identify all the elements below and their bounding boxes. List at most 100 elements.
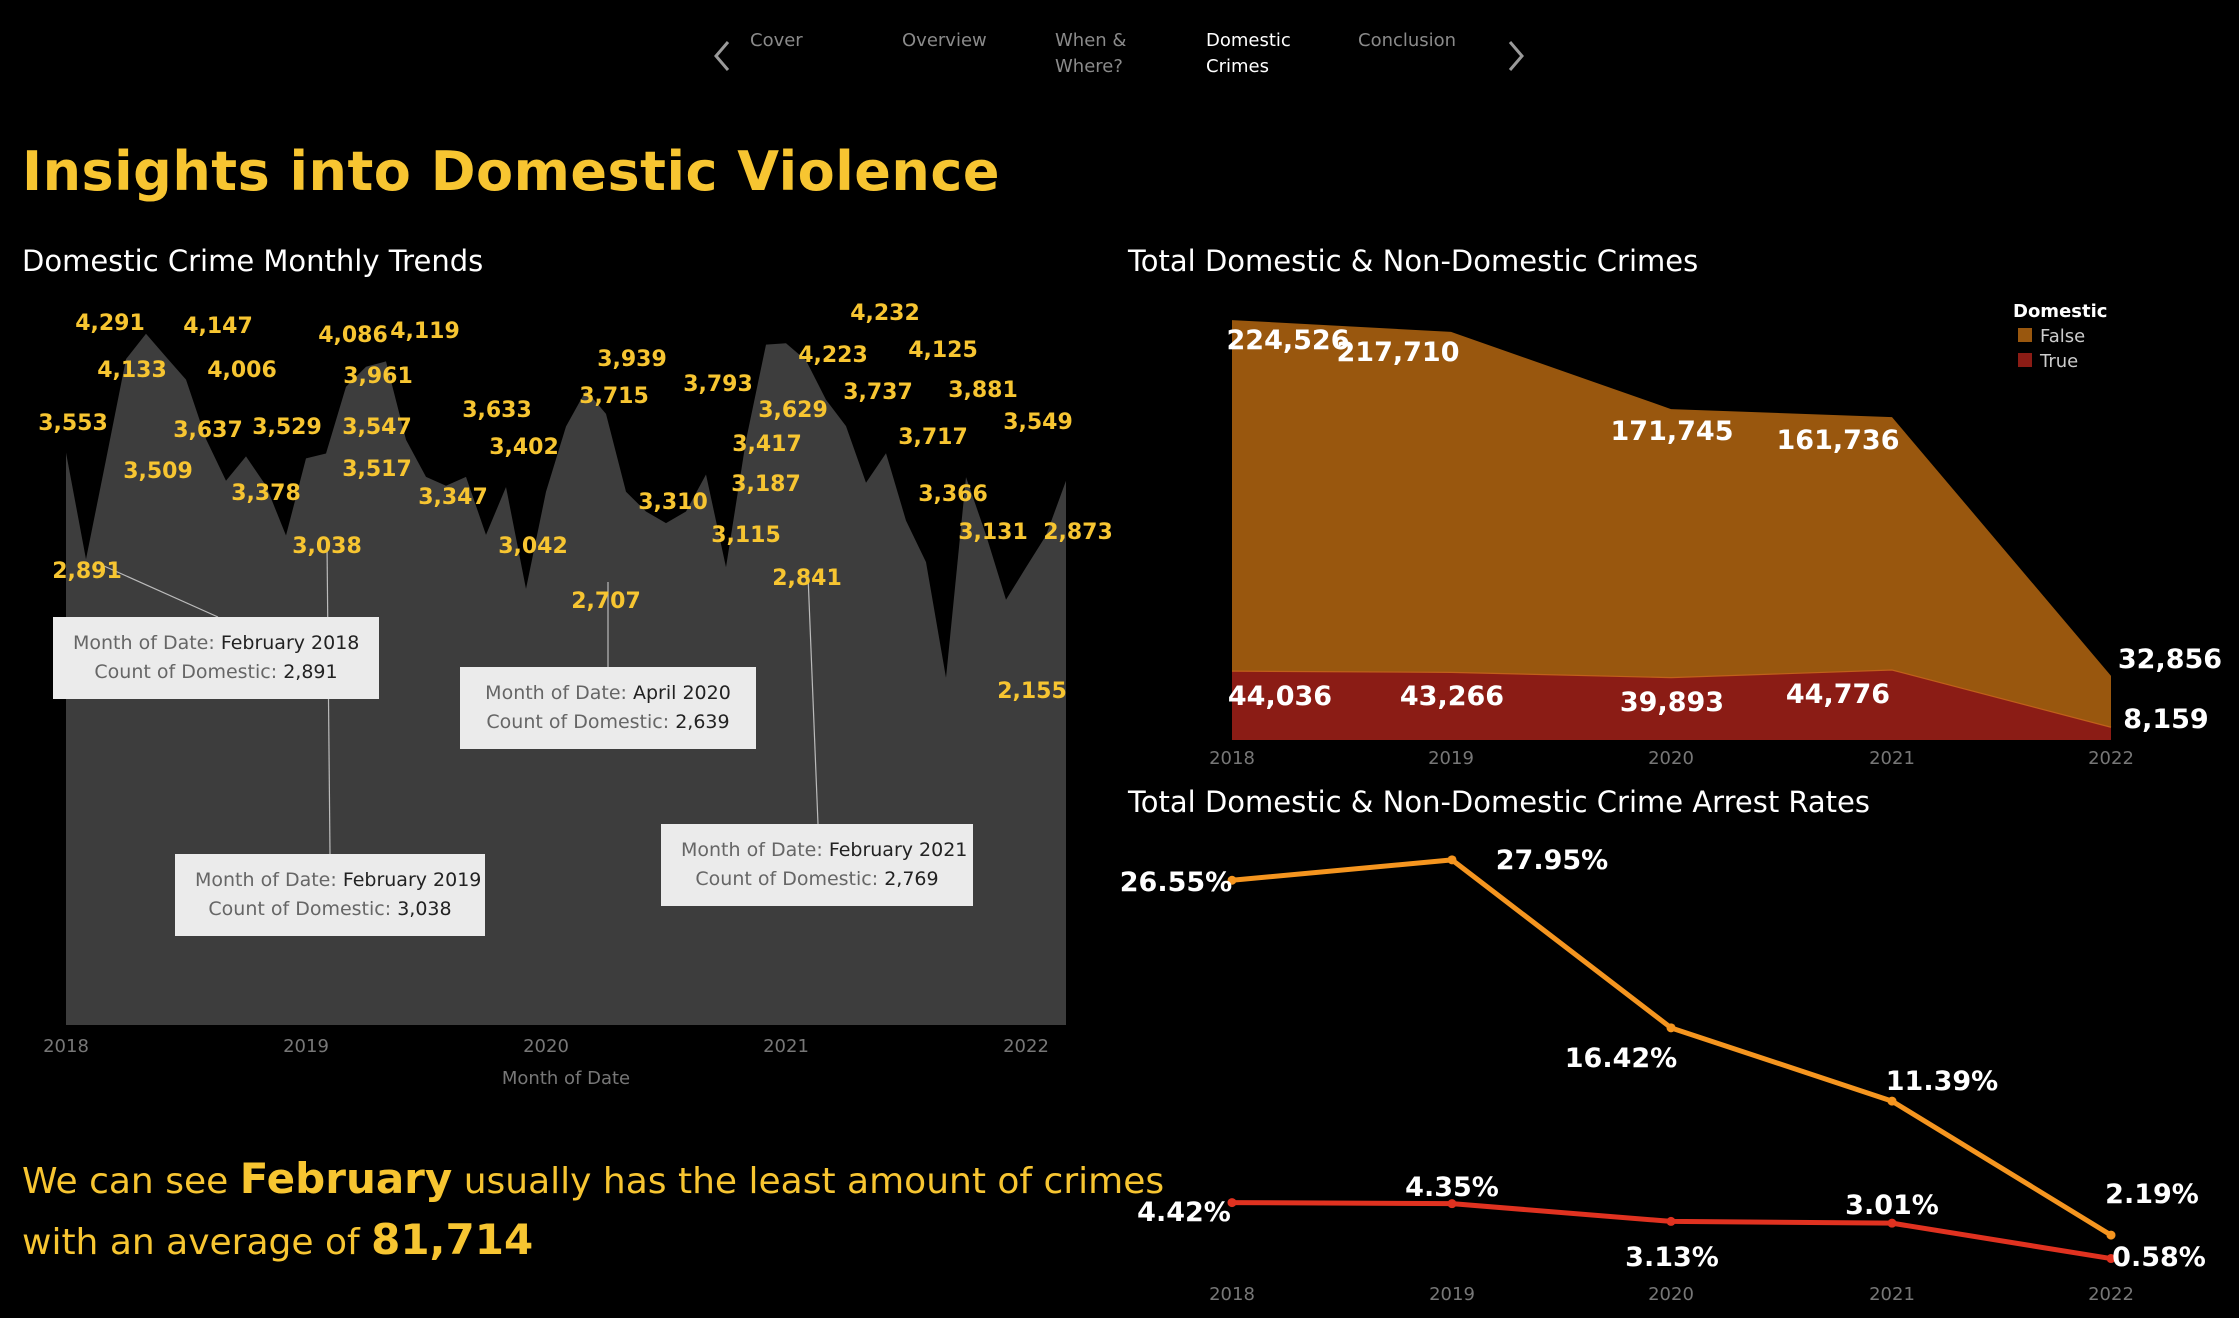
- data-label: 3,793: [683, 372, 753, 397]
- nav-tab-overview[interactable]: Overview: [902, 30, 987, 51]
- x-tick-label: 2019: [1429, 1284, 1475, 1305]
- domestic-area: [1232, 669, 2111, 740]
- data-label: 3,347: [418, 485, 488, 510]
- data-label: 3,042: [498, 534, 568, 559]
- tooltip-april-2020: Month of Date: April 2020 Count of Domes…: [460, 667, 756, 749]
- non-domestic-value-label: 217,710: [1337, 337, 1460, 368]
- arrest-rate-label: 4.42%: [1137, 1197, 1231, 1228]
- x-tick-label: 2019: [1428, 748, 1474, 769]
- data-label: 3,131: [958, 520, 1028, 545]
- arrest-rate-point: [1887, 1096, 1897, 1106]
- arrest-rate-label: 3.13%: [1625, 1242, 1719, 1273]
- arrest-rate-point: [1447, 1199, 1457, 1209]
- x-tick-label: 2020: [1648, 748, 1694, 769]
- page-title: Insights into Domestic Violence: [22, 140, 1000, 203]
- domestic-boundary-line: [1231, 669, 2112, 728]
- data-label: 3,366: [918, 482, 988, 507]
- previous-arrow-icon[interactable]: [700, 34, 744, 78]
- non-domestic-value-label: 171,745: [1611, 416, 1734, 447]
- arrest-rate-label: 27.95%: [1496, 845, 1608, 876]
- data-label: 3,038: [292, 534, 362, 559]
- data-label: 4,291: [75, 311, 145, 336]
- data-label: 3,939: [597, 347, 667, 372]
- data-label: 3,378: [231, 481, 301, 506]
- arrest-rate-label: 16.42%: [1565, 1043, 1677, 1074]
- domestic-value-label: 44,776: [1786, 679, 1890, 710]
- domestic-value-label: 8,159: [2123, 704, 2208, 735]
- arrest-rate-point: [1227, 1198, 1237, 1208]
- x-tick-label: 2018: [43, 1036, 89, 1057]
- data-label: 3,310: [638, 490, 708, 515]
- x-tick-label: 2019: [283, 1036, 329, 1057]
- legend-swatch-true: [2018, 353, 2032, 367]
- data-label: 4,086: [318, 323, 388, 348]
- tooltip-february-2021: Month of Date: February 2021 Count of Do…: [661, 824, 973, 906]
- nav-tab-when-where[interactable]: When & Where?: [1055, 30, 1127, 77]
- data-label: 3,961: [343, 364, 413, 389]
- data-label: 3,717: [898, 425, 968, 450]
- non-domestic-value-label: 224,526: [1227, 325, 1350, 356]
- data-label: 3,529: [252, 415, 322, 440]
- data-label: 2,873: [1043, 520, 1113, 545]
- data-label: 4,125: [908, 338, 978, 363]
- data-label: 3,187: [731, 472, 801, 497]
- arrest-rate-label: 2.19%: [2105, 1179, 2199, 1210]
- non-domestic-area: [1232, 320, 2111, 728]
- tooltip-leader-line: [807, 574, 819, 825]
- x-tick-label: 2018: [1209, 748, 1255, 769]
- data-label: 3,547: [342, 415, 412, 440]
- x-tick-label: 2021: [763, 1036, 809, 1057]
- tooltip-february-2019: Month of Date: February 2019 Count of Do…: [175, 854, 485, 936]
- data-label: 3,417: [732, 432, 802, 457]
- data-label: 4,232: [850, 301, 920, 326]
- x-tick-label: 2022: [2088, 748, 2134, 769]
- data-label: 3,637: [173, 418, 243, 443]
- legend-swatch-false: [2018, 328, 2032, 342]
- arrest-rate-label: 4.35%: [1405, 1172, 1499, 1203]
- legend-label-true: True: [2039, 351, 2078, 372]
- x-axis-label: Month of Date: [502, 1068, 630, 1089]
- non-domestic-value-label: 32,856: [2118, 644, 2222, 675]
- data-label: 3,115: [711, 523, 781, 548]
- nav-tab-domestic-crimes[interactable]: Domestic Crimes: [1206, 30, 1291, 77]
- x-tick-label: 2021: [1869, 1284, 1915, 1305]
- legend-title: Domestic: [2013, 301, 2107, 322]
- data-label: 2,155: [997, 679, 1067, 704]
- x-tick-label: 2022: [1003, 1036, 1049, 1057]
- arrest-rate-label: 0.58%: [2112, 1242, 2206, 1273]
- data-label: 3,549: [1003, 410, 1073, 435]
- data-label: 3,737: [843, 380, 913, 405]
- data-label: 4,223: [798, 343, 868, 368]
- data-label: 2,841: [772, 566, 842, 591]
- legend-label-false: False: [2040, 326, 2085, 347]
- domestic-value-label: 39,893: [1620, 687, 1724, 718]
- arrest-rates-chart-title: Total Domestic & Non-Domestic Crime Arre…: [1128, 785, 1871, 819]
- story-navigation: Cover Overview When & Where? Domestic Cr…: [0, 0, 2239, 110]
- data-label: 3,402: [489, 435, 559, 460]
- data-label: 3,881: [948, 378, 1018, 403]
- nav-tab-conclusion[interactable]: Conclusion: [1358, 30, 1457, 51]
- arrest-rate-label: 26.55%: [1120, 867, 1232, 898]
- domestic-value-label: 44,036: [1228, 681, 1332, 712]
- totals-chart-title: Total Domestic & Non-Domestic Crimes: [1128, 244, 1699, 278]
- arrest-rate-point: [1447, 855, 1457, 865]
- data-label: 4,119: [390, 319, 460, 344]
- arrest-rate-point: [1227, 875, 1237, 885]
- data-label: 3,633: [462, 398, 532, 423]
- arrest-rate-label: 11.39%: [1886, 1066, 1998, 1097]
- arrest-rate-point: [1666, 1023, 1676, 1033]
- data-label: 4,133: [97, 358, 167, 383]
- data-label: 3,715: [579, 384, 649, 409]
- data-label: 4,147: [183, 314, 253, 339]
- data-label: 3,629: [758, 398, 828, 423]
- insight-text: We can see February usually has the leas…: [22, 1154, 1165, 1264]
- next-arrow-icon[interactable]: [1494, 34, 1538, 78]
- arrest-rate-point: [1666, 1216, 1676, 1226]
- arrest-rate-label: 3.01%: [1845, 1190, 1939, 1221]
- x-tick-label: 2020: [1648, 1284, 1694, 1305]
- x-tick-label: 2020: [523, 1036, 569, 1057]
- monthly-trends-title: Domestic Crime Monthly Trends: [22, 244, 484, 278]
- arrest-rate-point: [1887, 1218, 1897, 1228]
- nav-tab-cover[interactable]: Cover: [750, 30, 803, 51]
